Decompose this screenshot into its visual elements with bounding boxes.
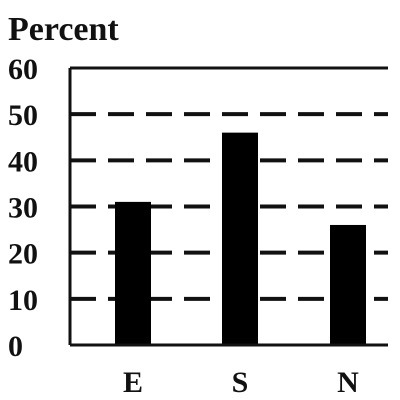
y-axis-label: Percent: [8, 11, 119, 48]
y-tick-label: 30: [8, 192, 38, 225]
plot-frame: [68, 66, 388, 347]
bar-S: [222, 132, 258, 345]
y-ticks: 0 10 20 30 40 50 60: [8, 53, 38, 363]
x-tick-label: E: [123, 366, 143, 399]
y-tick-label: 0: [8, 330, 23, 363]
y-tick-label: 20: [8, 238, 38, 271]
y-tick-label: 10: [8, 284, 38, 317]
y-tick-label: 40: [8, 145, 38, 178]
bar-E: [115, 201, 151, 345]
x-tick-label: N: [337, 366, 359, 399]
y-tick-label: 60: [8, 53, 38, 86]
y-tick-label: 50: [8, 99, 38, 132]
bars: [115, 132, 366, 345]
bar-N: [330, 224, 366, 345]
x-tick-label: S: [232, 366, 249, 399]
